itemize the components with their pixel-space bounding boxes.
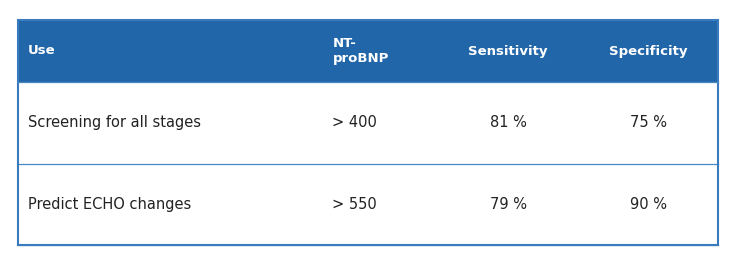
- Bar: [18, 20, 718, 82]
- Text: NT-
proBNP: NT- proBNP: [332, 37, 389, 65]
- Text: > 550: > 550: [332, 197, 377, 212]
- Text: Screening for all stages: Screening for all stages: [28, 115, 201, 130]
- Text: 90 %: 90 %: [630, 197, 666, 212]
- Text: 79 %: 79 %: [489, 197, 527, 212]
- Text: Use: Use: [28, 44, 55, 58]
- Text: 81 %: 81 %: [489, 115, 527, 130]
- Text: 75 %: 75 %: [630, 115, 666, 130]
- Text: Specificity: Specificity: [609, 44, 687, 58]
- Text: Sensitivity: Sensitivity: [468, 44, 548, 58]
- Bar: [18, 82, 718, 163]
- Text: > 400: > 400: [332, 115, 377, 130]
- Bar: [18, 20, 718, 245]
- Text: Predict ECHO changes: Predict ECHO changes: [28, 197, 191, 212]
- Bar: [18, 163, 718, 245]
